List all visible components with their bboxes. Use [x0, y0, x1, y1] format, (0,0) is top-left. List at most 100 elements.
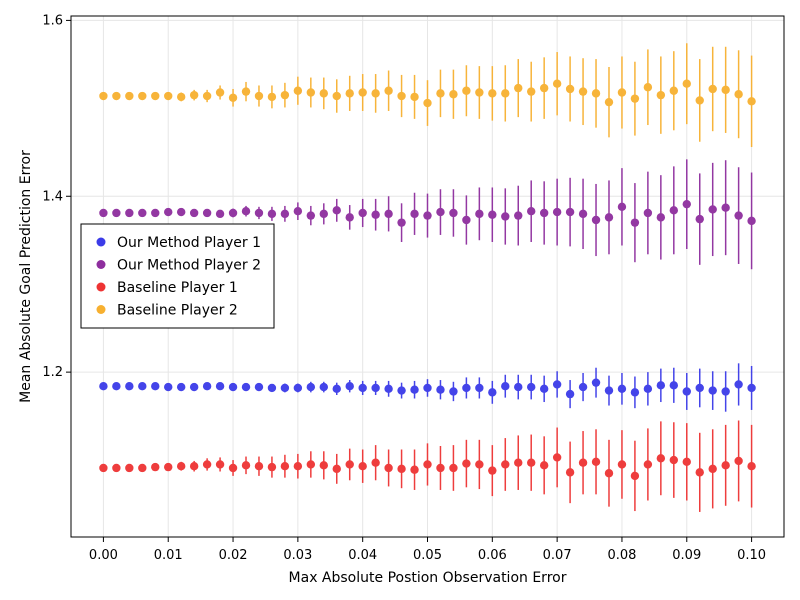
data-point [475, 88, 484, 97]
data-point [578, 382, 588, 392]
data-point [695, 468, 704, 477]
legend-label: Baseline Player 1 [117, 280, 238, 296]
data-point [319, 209, 328, 219]
data-point [332, 464, 341, 474]
data-point [682, 79, 691, 88]
series-4 [99, 43, 756, 148]
x-tick-label: 0.01 [154, 548, 183, 563]
data-point [501, 212, 510, 221]
data-point [280, 383, 290, 393]
data-point [306, 460, 316, 469]
data-point [501, 381, 510, 391]
series-1 [99, 363, 756, 412]
data-point [630, 388, 640, 397]
data-point [189, 382, 199, 392]
data-point [138, 463, 147, 473]
data-point [565, 207, 575, 217]
data-point [293, 383, 303, 393]
data-point [734, 456, 743, 466]
data-point [475, 209, 484, 219]
legend-box [80, 223, 275, 329]
data-point [151, 462, 160, 472]
data-point [332, 91, 341, 101]
x-axis-label: Max Absolute Postion Observation Error [289, 570, 567, 586]
data-point [371, 210, 380, 219]
data-point [319, 382, 328, 392]
data-point [293, 86, 303, 95]
data-point [514, 211, 523, 220]
data-point [565, 84, 575, 94]
data-point [488, 89, 497, 98]
data-point [228, 463, 238, 473]
data-point [254, 208, 264, 218]
data-point [423, 211, 432, 220]
data-point [112, 91, 121, 101]
data-point [643, 208, 653, 218]
legend-label: Our Method Player 1 [117, 235, 261, 251]
data-point [397, 386, 406, 395]
data-point [747, 383, 756, 393]
data-point [436, 207, 445, 217]
data-point [527, 458, 536, 467]
data-point [591, 378, 601, 387]
data-point [591, 457, 601, 467]
data-point [604, 97, 614, 107]
legend: Our Method Player 1 Our Method Player 2 Ba… [80, 223, 275, 329]
data-point [734, 380, 743, 389]
data-point [125, 381, 134, 391]
data-point [215, 88, 225, 97]
data-point [656, 381, 666, 390]
data-point [410, 465, 419, 474]
data-point [539, 384, 549, 394]
data-point [708, 84, 717, 94]
x-tick-label: 0.08 [607, 548, 636, 563]
data-point [215, 209, 225, 219]
data-point [112, 381, 121, 391]
data-point [280, 209, 290, 219]
data-point [384, 384, 393, 394]
data-point [164, 207, 173, 217]
data-point [241, 87, 251, 96]
data-point [280, 90, 290, 100]
data-point [721, 203, 730, 212]
data-point [669, 381, 679, 390]
data-point [306, 211, 316, 220]
data-point [617, 202, 627, 212]
data-point [306, 382, 316, 392]
data-point [267, 383, 277, 393]
data-point [202, 208, 212, 218]
data-point [319, 461, 328, 470]
data-point [176, 92, 186, 102]
data-point [371, 458, 380, 467]
data-point [138, 381, 147, 391]
data-point [99, 91, 108, 101]
data-point [552, 453, 562, 462]
data-point [423, 98, 432, 108]
x-tick-label: 0.03 [283, 548, 312, 563]
data-point [747, 462, 756, 471]
data-point [449, 387, 458, 396]
data-point [721, 387, 730, 396]
data-point [371, 89, 380, 98]
data-point [254, 91, 264, 101]
data-point [99, 463, 108, 473]
data-point [475, 460, 484, 469]
data-point [501, 89, 510, 98]
y-tick-label: 1.4 [42, 189, 63, 204]
data-point [371, 383, 380, 393]
data-point [241, 207, 251, 216]
data-point [189, 208, 199, 218]
data-point [747, 216, 756, 226]
data-point [682, 199, 691, 209]
data-point [202, 381, 212, 391]
data-point [591, 89, 601, 98]
x-tick-label: 0.07 [543, 548, 572, 563]
x-tick-label: 0.05 [413, 548, 442, 563]
data-point [552, 207, 562, 217]
legend-label: Baseline Player 2 [117, 303, 238, 319]
data-point [125, 91, 134, 101]
data-point [410, 385, 419, 394]
data-point [527, 207, 536, 216]
data-point [332, 206, 341, 215]
